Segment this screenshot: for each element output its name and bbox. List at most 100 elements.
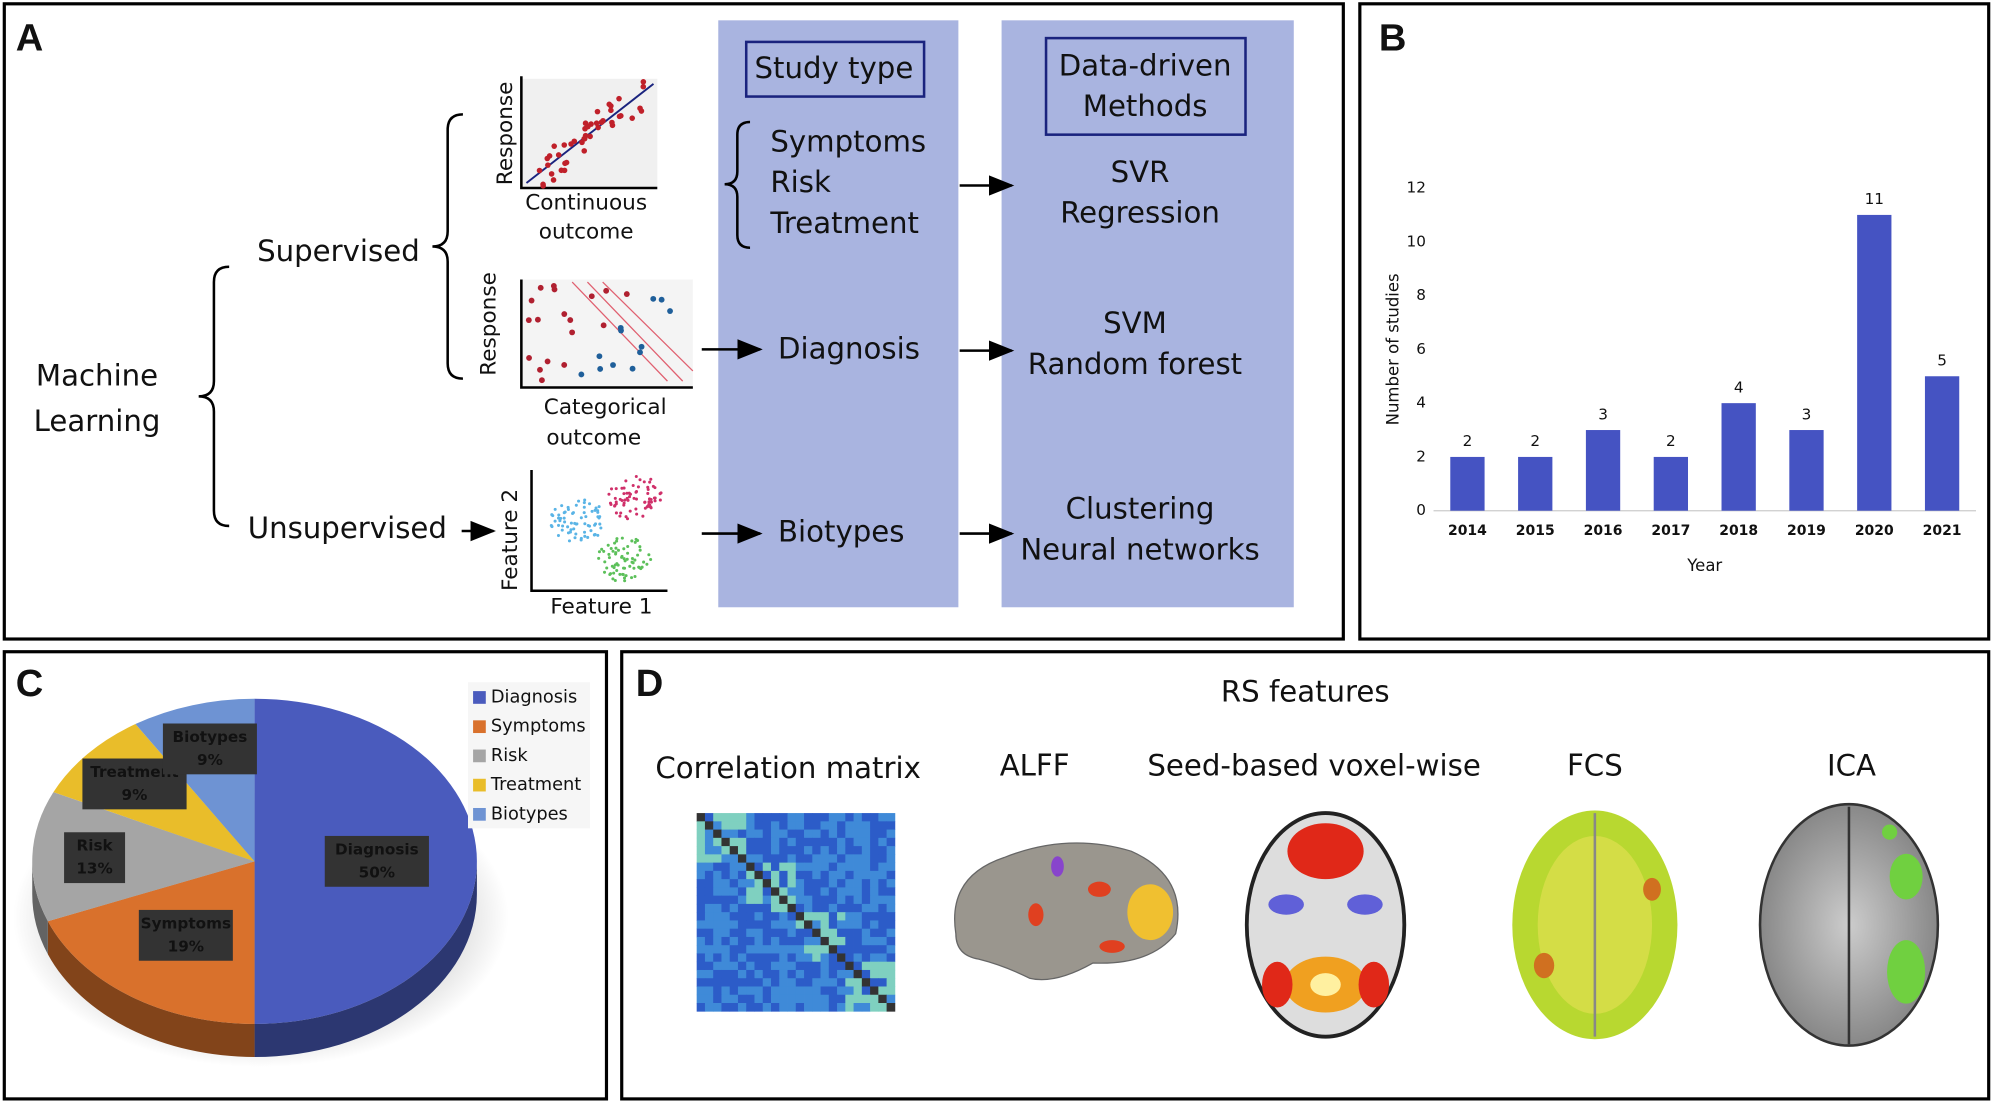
matrix-cell — [704, 903, 714, 913]
matrix-cell — [878, 821, 887, 830]
alff-image — [954, 842, 1179, 981]
matrix-cell — [762, 920, 772, 930]
matrix-cell — [737, 961, 747, 971]
matrix-cell — [696, 920, 706, 930]
matrix-cell — [746, 870, 755, 880]
matrix-cell — [696, 912, 706, 921]
icon-dot — [623, 498, 627, 502]
header: Data-driven — [1059, 48, 1232, 82]
matrix-cell — [737, 837, 747, 847]
brace — [198, 265, 230, 528]
data-label: 3 — [1802, 405, 1812, 423]
slice-label-box — [64, 832, 126, 884]
icon-dot — [596, 533, 600, 537]
icon-dot — [548, 171, 555, 177]
matrix-cell — [787, 961, 797, 971]
matrix-cell — [828, 837, 838, 847]
matrix-cell — [713, 846, 722, 855]
matrix-cell — [795, 829, 805, 839]
icon-dot — [624, 515, 628, 519]
icon-dot — [614, 487, 618, 491]
icon-dot — [545, 162, 551, 168]
matrix-cell — [746, 994, 755, 1004]
icon-dot — [563, 510, 567, 514]
matrix-cell — [696, 936, 706, 946]
matrix-cell — [845, 945, 854, 954]
icon-dot — [607, 556, 611, 560]
matrix-cell — [787, 821, 797, 830]
header-box — [744, 40, 926, 98]
matrix-cell — [828, 945, 838, 954]
matrix-cell — [746, 936, 755, 946]
plot-box — [531, 470, 668, 591]
matrix-cell — [878, 887, 887, 897]
matrix-cell — [746, 837, 755, 847]
matrix-cell — [878, 912, 887, 921]
matrix-cell — [837, 928, 846, 938]
icon-dot — [536, 167, 543, 174]
icon-dot — [582, 132, 589, 139]
icon-dot — [569, 521, 573, 525]
matrix-cell — [837, 887, 846, 897]
matrix-cell — [853, 986, 863, 996]
icon-dot — [647, 500, 651, 504]
matrix-cell — [696, 879, 706, 888]
icon-dot — [637, 349, 643, 356]
matrix-cell — [770, 887, 780, 897]
matrix-cell — [737, 978, 747, 987]
matrix-cell — [713, 945, 722, 954]
legend-label: Risk — [491, 745, 529, 766]
icon-dot — [653, 486, 657, 490]
matrix-cell — [804, 912, 813, 921]
matrix-cell — [729, 920, 739, 930]
matrix-cell — [820, 837, 830, 847]
matrix-cell — [870, 903, 879, 913]
matrix-cell — [853, 903, 863, 913]
matrix-cell — [696, 870, 706, 880]
matrix-cell — [787, 862, 797, 872]
matrix-cell — [804, 837, 813, 847]
matrix-cell — [704, 912, 714, 921]
matrix-cell — [754, 994, 764, 1004]
matrix-cell — [696, 928, 706, 938]
matrix-cell — [861, 994, 871, 1004]
matrix-cell — [870, 895, 879, 905]
slice-label: Treatment — [90, 763, 178, 781]
icon-dot — [607, 492, 611, 496]
matrix-cell — [870, 936, 879, 946]
icon-dot — [590, 509, 594, 513]
matrix-cell — [878, 854, 887, 864]
matrix-cell — [804, 903, 813, 913]
matrix-cell — [770, 986, 780, 996]
matrix-cell — [853, 994, 863, 1004]
matrix-cell — [737, 887, 747, 897]
icon-dot — [525, 317, 532, 324]
icon-dot — [544, 358, 551, 365]
x-tick-label: 2017 — [1651, 523, 1690, 539]
matrix-cell — [795, 879, 805, 888]
matrix-cell — [779, 846, 788, 855]
icon-dot — [633, 540, 637, 544]
matrix-cell — [853, 854, 863, 864]
matrix-cell — [861, 936, 871, 946]
matrix-cell — [787, 870, 797, 880]
matrix-cell — [787, 953, 797, 963]
matrix-cell — [853, 821, 863, 830]
icon-dot — [646, 504, 650, 508]
matrix-cell — [845, 961, 854, 971]
icon-dot — [636, 485, 640, 489]
bar — [1518, 456, 1553, 511]
matrix-cell — [820, 895, 830, 905]
matrix-cell — [754, 953, 764, 963]
matrix-cell — [762, 969, 772, 979]
icon-dot — [620, 536, 624, 540]
matrix-cell — [812, 928, 821, 938]
matrix-cell — [729, 879, 739, 888]
icon-dot — [629, 365, 636, 372]
icon-dot — [618, 572, 622, 576]
matrix-cell — [837, 879, 846, 888]
matrix-cell — [704, 821, 714, 830]
matrix-cell — [754, 978, 764, 987]
icon-dot — [640, 83, 647, 90]
icon-dot — [568, 141, 574, 147]
